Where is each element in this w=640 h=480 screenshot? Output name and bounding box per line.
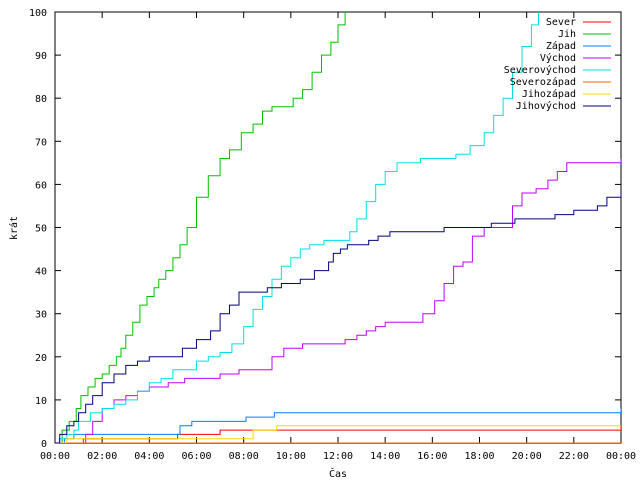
legend-label: Severovýchod xyxy=(504,64,576,76)
legend-label: Východ xyxy=(540,52,576,64)
y-axis-label: krát xyxy=(8,216,20,240)
series-layer xyxy=(55,12,621,443)
legend-label: Jihovýchod xyxy=(516,100,576,112)
y-tick-label: 90 xyxy=(35,51,47,62)
x-tick-label: 10:00 xyxy=(276,451,306,462)
y-tick-label: 0 xyxy=(41,439,47,450)
x-tick-label: 04:00 xyxy=(134,451,164,462)
x-tick-label: 02:00 xyxy=(87,451,117,462)
legend-label: Západ xyxy=(546,40,576,52)
legend: SeverJihZápadVýchodSeverovýchodSeverozáp… xyxy=(504,17,611,112)
x-tick-label: 06:00 xyxy=(181,451,211,462)
x-axis-label: Čas xyxy=(329,467,347,480)
legend-label: Jih xyxy=(558,29,576,40)
x-tick-label: 22:00 xyxy=(559,451,589,462)
y-tick-label: 20 xyxy=(35,353,47,364)
x-axis: 00:00 02:00 04:00 06:00 08:00 10:00 12:00 14:00… xyxy=(40,12,636,462)
y-axis: 0 10 20 30 40 50 60 70 80 90 100 xyxy=(29,8,621,450)
series-line-východ xyxy=(55,158,621,443)
series-line-severovýchod xyxy=(55,12,539,443)
x-tick-label: 20:00 xyxy=(512,451,542,462)
y-tick-label: 100 xyxy=(29,8,47,19)
y-tick-label: 80 xyxy=(35,94,47,105)
y-tick-label: 70 xyxy=(35,137,47,148)
x-tick-label: 12:00 xyxy=(323,451,353,462)
x-tick-label: 18:00 xyxy=(464,451,494,462)
y-tick-label: 40 xyxy=(35,267,47,278)
x-tick-label: 14:00 xyxy=(370,451,400,462)
legend-label: Severozápad xyxy=(510,76,576,88)
y-tick-label: 50 xyxy=(35,224,47,235)
x-tick-label: 16:00 xyxy=(417,451,447,462)
series-line-jihozápad xyxy=(55,425,621,443)
series-line-jihovýchod xyxy=(55,193,621,443)
y-tick-label: 60 xyxy=(35,180,47,191)
x-tick-label: 08:00 xyxy=(229,451,259,462)
x-tick-label: 00:00 xyxy=(606,451,636,462)
y-tick-label: 10 xyxy=(35,396,47,407)
legend-label: Sever xyxy=(546,17,576,28)
x-tick-label: 00:00 xyxy=(40,451,70,462)
series-line-jih xyxy=(55,12,346,443)
y-tick-label: 30 xyxy=(35,310,47,321)
legend-label: Jihozápad xyxy=(522,88,576,100)
